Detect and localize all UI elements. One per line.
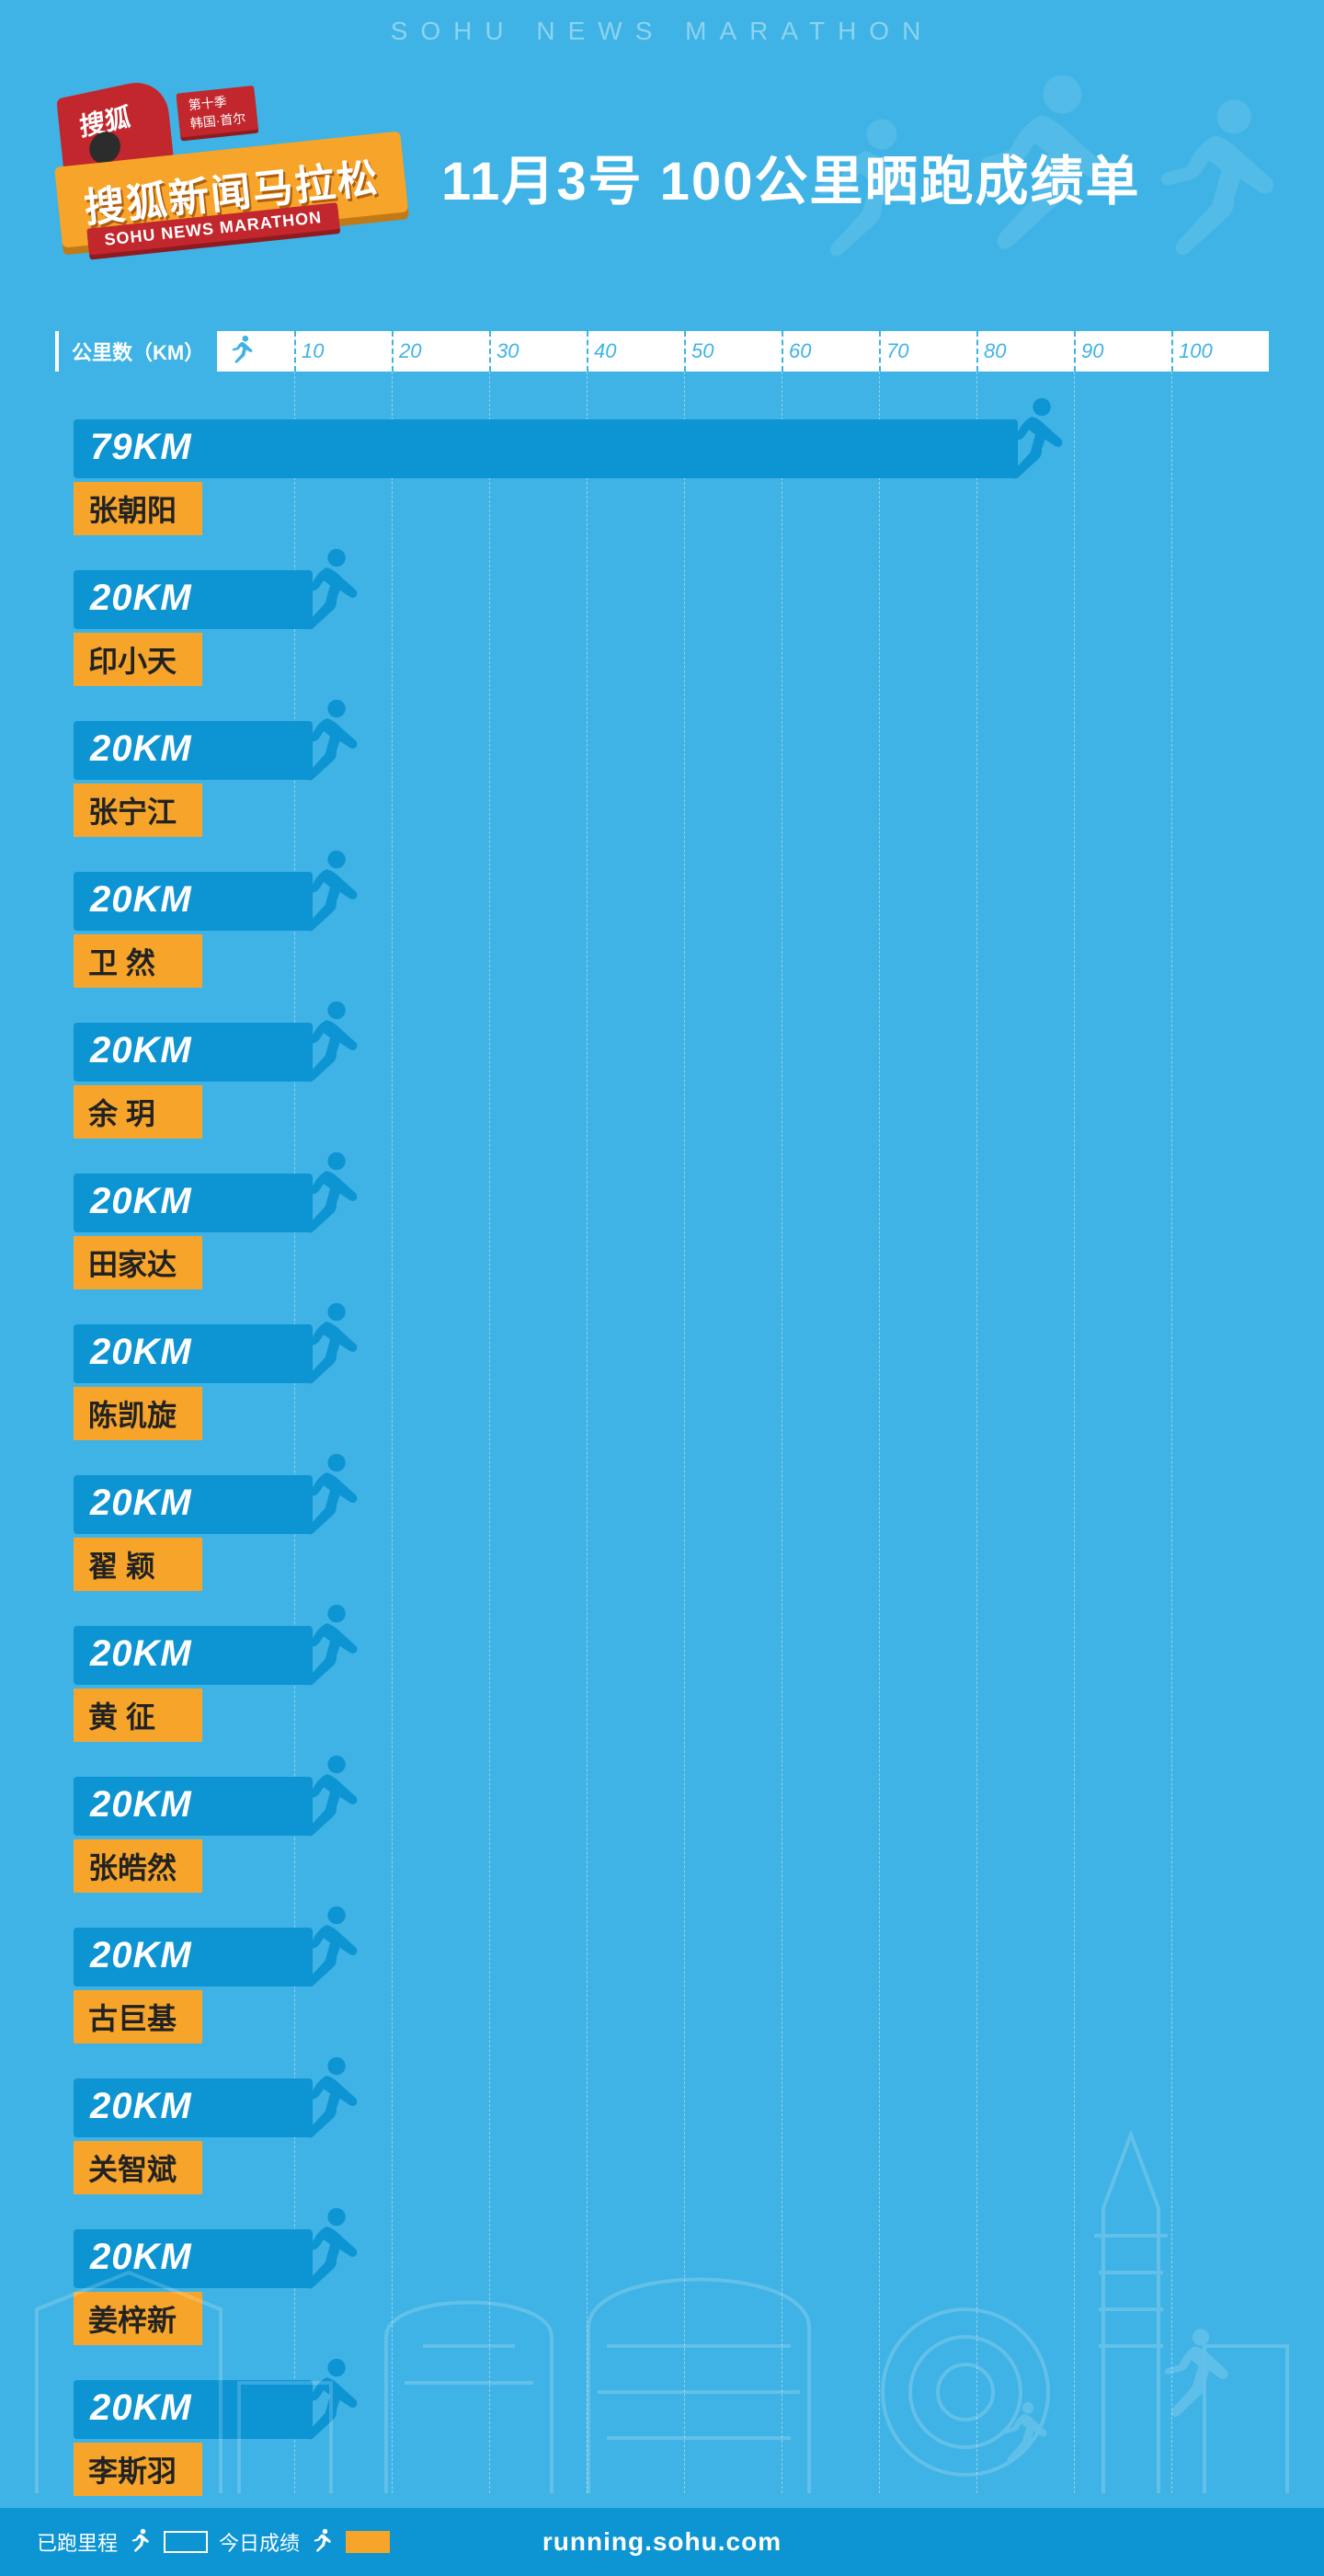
km-value: 20KM xyxy=(90,2387,192,2429)
km-value: 20KM xyxy=(90,1332,192,1373)
runner-name: 张宁江 xyxy=(74,784,202,837)
runner-name: 张朝阳 xyxy=(74,482,202,535)
legend-total-label: 已跑里程 xyxy=(37,2527,118,2557)
km-value: 20KM xyxy=(90,1030,192,1071)
logo: 搜狐 第十季 韩国·首尔 搜狐新闻马拉松 SOHU NEWS MARATHON xyxy=(47,54,451,278)
leaderboard-row: 20KM 翟 颖 xyxy=(74,1460,1269,1608)
km-value: 20KM xyxy=(90,2086,192,2127)
leaderboard-chart: 79KM 张朝阳 20KM 印小天 20KM 张宁江 20KM 卫 然 20KM 余 玥 20KM 田… xyxy=(74,405,1269,2516)
axis-tick: 50 xyxy=(684,331,782,372)
runner-name: 张皓然 xyxy=(74,1839,202,1893)
top-banner-text: SOHU NEWS MARATHON xyxy=(0,17,1324,46)
legend-today-swatch xyxy=(346,2531,390,2553)
leaderboard-row: 20KM 余 玥 xyxy=(74,1008,1269,1155)
km-value: 20KM xyxy=(90,1181,192,1222)
km-value: 20KM xyxy=(90,1935,192,1976)
footer: 已跑里程 今日成绩 running.sohu.com xyxy=(0,2508,1324,2576)
axis-tick: 60 xyxy=(782,331,879,372)
runner-name: 印小天 xyxy=(74,633,202,686)
runner-icon xyxy=(283,2053,364,2154)
runner-icon xyxy=(283,695,364,796)
runner-icon xyxy=(283,846,364,947)
runner-icon xyxy=(283,1449,364,1551)
leaderboard-row: 79KM 张朝阳 xyxy=(74,405,1269,552)
x-axis: 公里数（KM） 102030405060708090100 xyxy=(55,331,1269,372)
runner-icon xyxy=(283,1148,364,1249)
leaderboard-row: 20KM 陈凯旋 xyxy=(74,1310,1269,1457)
runner-icon xyxy=(283,544,364,646)
runner-icon xyxy=(283,1600,364,1701)
km-value: 79KM xyxy=(90,427,192,468)
runner-icon xyxy=(283,1751,364,1852)
runner-name: 翟 颖 xyxy=(74,1538,202,1591)
runner-icon xyxy=(283,1299,364,1400)
runner-name: 关智斌 xyxy=(74,2141,202,2194)
runner-name: 陈凯旋 xyxy=(74,1387,202,1440)
leaderboard-row: 20KM 张宁江 xyxy=(74,706,1269,853)
runner-name: 余 玥 xyxy=(74,1085,202,1139)
leaderboard-row: 20KM 姜梓新 xyxy=(74,2215,1269,2362)
leaderboard-row: 20KM 田家达 xyxy=(74,1159,1269,1306)
runner-icon xyxy=(224,335,257,368)
runner-name: 古巨基 xyxy=(74,1990,202,2044)
axis-tick: 30 xyxy=(489,331,587,372)
leaderboard-row: 20KM 印小天 xyxy=(74,555,1269,703)
leaderboard-row: 20KM 卫 然 xyxy=(74,857,1269,1004)
runner-name: 田家达 xyxy=(74,1236,202,1289)
axis-tick: 20 xyxy=(392,331,489,372)
runner-icon xyxy=(283,2354,364,2456)
axis-tick: 40 xyxy=(587,331,684,372)
footer-url: running.sohu.com xyxy=(542,2527,782,2557)
axis-ticks: 102030405060708090100 xyxy=(294,331,1269,372)
runner-icon xyxy=(988,394,1069,495)
runner-icon xyxy=(307,2528,335,2556)
runner-icon xyxy=(283,1902,364,2003)
runner-icon xyxy=(283,997,364,1098)
runner-name: 卫 然 xyxy=(74,934,202,988)
leaderboard-row: 20KM 古巨基 xyxy=(74,1913,1269,2060)
km-value: 20KM xyxy=(90,1633,192,1675)
axis-tick: 70 xyxy=(879,331,976,372)
legend-total-swatch xyxy=(164,2531,208,2553)
logo-season-text: 第十季 韩国·首尔 xyxy=(176,86,257,138)
runner-icon xyxy=(125,2528,153,2556)
page-title: 11月3号 100公里晒跑成绩单 xyxy=(441,138,1140,215)
distance-bar xyxy=(74,419,1018,478)
runner-icon xyxy=(283,2204,364,2305)
runner-name: 姜梓新 xyxy=(74,2292,202,2345)
km-value: 20KM xyxy=(90,1483,192,1524)
legend-today-label: 今日成绩 xyxy=(219,2527,300,2557)
axis-label: 公里数（KM） xyxy=(59,331,217,372)
leaderboard-row: 20KM 李斯羽 xyxy=(74,2365,1269,2513)
runner-name: 黄 征 xyxy=(74,1689,202,1742)
axis-tick: 10 xyxy=(294,331,392,372)
km-value: 20KM xyxy=(90,578,192,619)
leaderboard-row: 20KM 关智斌 xyxy=(74,2064,1269,2211)
axis-tick: 80 xyxy=(976,331,1074,372)
axis-tick: 90 xyxy=(1074,331,1171,372)
km-value: 20KM xyxy=(90,879,192,921)
km-value: 20KM xyxy=(90,728,192,770)
leaderboard-row: 20KM 黄 征 xyxy=(74,1611,1269,1758)
km-value: 20KM xyxy=(90,2237,192,2278)
runner-name: 李斯羽 xyxy=(74,2443,202,2496)
leaderboard-row: 20KM 张皓然 xyxy=(74,1762,1269,1909)
axis-tick: 100 xyxy=(1171,331,1269,372)
km-value: 20KM xyxy=(90,1784,192,1826)
